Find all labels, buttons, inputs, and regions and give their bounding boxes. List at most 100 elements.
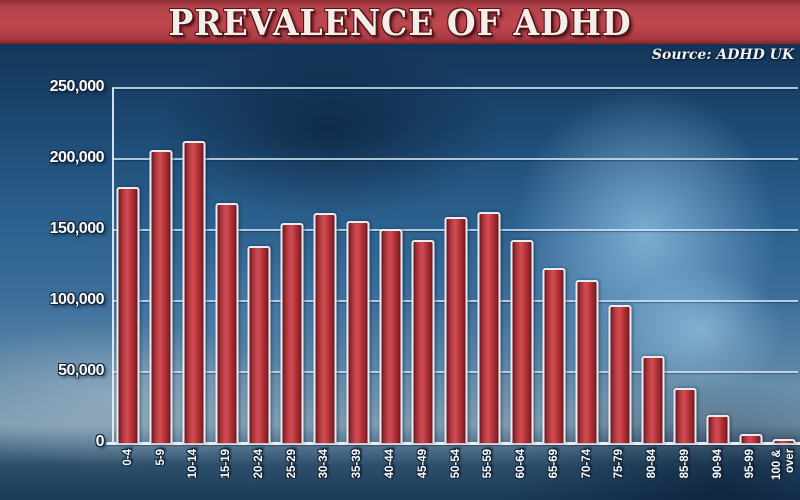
bar-slot xyxy=(472,88,505,443)
x-tick-label: 75-79 xyxy=(613,449,626,479)
y-tick-label: 100,000 xyxy=(49,291,105,308)
y-tick-label: 0 xyxy=(95,433,105,450)
bar-50-54 xyxy=(444,217,468,443)
bar-slot xyxy=(669,88,702,443)
bar-slot xyxy=(112,88,145,443)
x-label-slot: 15-19 xyxy=(210,449,243,500)
x-tick-label: 65-69 xyxy=(547,449,560,479)
x-label-slot: 45-49 xyxy=(407,449,440,500)
bar-85-89 xyxy=(673,387,697,443)
x-label-slot: 25-29 xyxy=(276,449,309,500)
x-label-slot: 85-89 xyxy=(669,449,702,500)
bar-70-74 xyxy=(575,279,599,443)
x-tick-label: 70-74 xyxy=(580,449,593,479)
x-label-slot: 90-94 xyxy=(702,449,735,500)
x-tick-label: 15-19 xyxy=(220,449,233,479)
bar-slot xyxy=(341,88,374,443)
bar-slot xyxy=(702,88,735,443)
bar-15-19 xyxy=(215,203,239,443)
bar-slot xyxy=(210,88,243,443)
bar-35-39 xyxy=(346,221,370,443)
x-tick-label: 0-4 xyxy=(121,449,134,466)
x-tick-label: 95-99 xyxy=(744,449,757,479)
x-label-slot: 10-14 xyxy=(178,449,211,500)
bar-80-84 xyxy=(641,356,665,443)
x-tick-label: 55-59 xyxy=(482,449,495,479)
x-label-slot: 20-24 xyxy=(243,449,276,500)
x-label-slot: 35-39 xyxy=(341,449,374,500)
y-tick-label: 250,000 xyxy=(49,78,105,95)
x-tick-label: 85-89 xyxy=(678,449,691,479)
x-label-slot: 80-84 xyxy=(636,449,669,500)
bar-slot xyxy=(440,88,473,443)
x-tick-label: 5-9 xyxy=(154,449,167,466)
y-axis-line xyxy=(112,88,114,443)
x-label-slot: 55-59 xyxy=(472,449,505,500)
bar-0-4 xyxy=(116,187,140,443)
page-title: PREVALENCE OF ADHD xyxy=(168,0,632,44)
bar-95-99 xyxy=(739,434,763,443)
bar-100 & over xyxy=(772,439,796,443)
bar-40-44 xyxy=(379,228,402,443)
bar-slot xyxy=(636,88,669,443)
x-tick-label: 35-39 xyxy=(351,449,364,479)
x-label-slot: 65-69 xyxy=(538,449,571,500)
bar-slot xyxy=(374,88,407,443)
x-label-slot: 40-44 xyxy=(374,449,407,500)
bar-60-64 xyxy=(510,239,534,443)
bars-container xyxy=(112,88,800,443)
bar-slot xyxy=(243,88,276,443)
bar-slot xyxy=(603,88,636,443)
bar-25-29 xyxy=(280,222,304,443)
bar-45-49 xyxy=(411,239,435,443)
bar-20-24 xyxy=(247,245,271,443)
gridline-200000 xyxy=(112,158,798,160)
gridline-250000 xyxy=(112,87,798,89)
bar-5-9 xyxy=(149,150,173,443)
bar-slot xyxy=(767,88,800,443)
x-label-slot: 5-9 xyxy=(145,449,178,500)
x-label-slot: 60-64 xyxy=(505,449,538,500)
x-axis-baseline xyxy=(106,442,800,445)
bar-slot xyxy=(538,88,571,443)
bar-slot xyxy=(309,88,342,443)
x-tick-label: 60-64 xyxy=(515,449,528,479)
bar-slot xyxy=(276,88,309,443)
x-axis-labels: 0-4 5-9 10-14 15-19 20-24 25-29 30-34 35-39 40-4… xyxy=(112,449,800,500)
bar-slot xyxy=(571,88,604,443)
x-tick-label: 100 & over xyxy=(770,449,796,480)
title-banner: PREVALENCE OF ADHD xyxy=(0,0,800,44)
x-label-slot: 75-79 xyxy=(603,449,636,500)
x-tick-label: 20-24 xyxy=(252,449,265,479)
bar-slot xyxy=(407,88,440,443)
x-tick-label: 40-44 xyxy=(384,449,396,479)
bar-65-69 xyxy=(542,268,566,443)
x-tick-label: 45-49 xyxy=(416,449,429,479)
y-tick-label: 50,000 xyxy=(58,362,104,379)
x-label-slot: 30-34 xyxy=(309,449,342,500)
bar-55-59 xyxy=(477,211,501,443)
x-tick-label: 10-14 xyxy=(187,449,200,479)
x-tick-label: 50-54 xyxy=(449,449,462,479)
bar-30-34 xyxy=(313,212,337,443)
y-tick-label: 150,000 xyxy=(49,220,105,237)
y-tick-label: 200,000 xyxy=(49,149,105,166)
bar-slot xyxy=(145,88,178,443)
bar-slot xyxy=(178,88,211,443)
x-tick-label: 90-94 xyxy=(711,449,724,479)
bar-90-94 xyxy=(706,414,730,443)
bar-slot xyxy=(505,88,538,443)
x-tick-label: 25-29 xyxy=(285,449,298,479)
x-label-slot: 95-99 xyxy=(735,449,768,500)
x-label-slot: 0-4 xyxy=(112,449,145,500)
bar-75-79 xyxy=(608,305,632,443)
x-label-slot: 70-74 xyxy=(571,449,604,500)
bar-slot xyxy=(735,88,768,443)
bar-10-14 xyxy=(182,140,206,443)
source-credit: Source: ADHD UK xyxy=(651,47,794,63)
x-tick-label: 30-34 xyxy=(318,449,331,479)
x-label-slot: 100 & over xyxy=(767,449,800,500)
x-tick-label: 80-84 xyxy=(646,449,659,479)
